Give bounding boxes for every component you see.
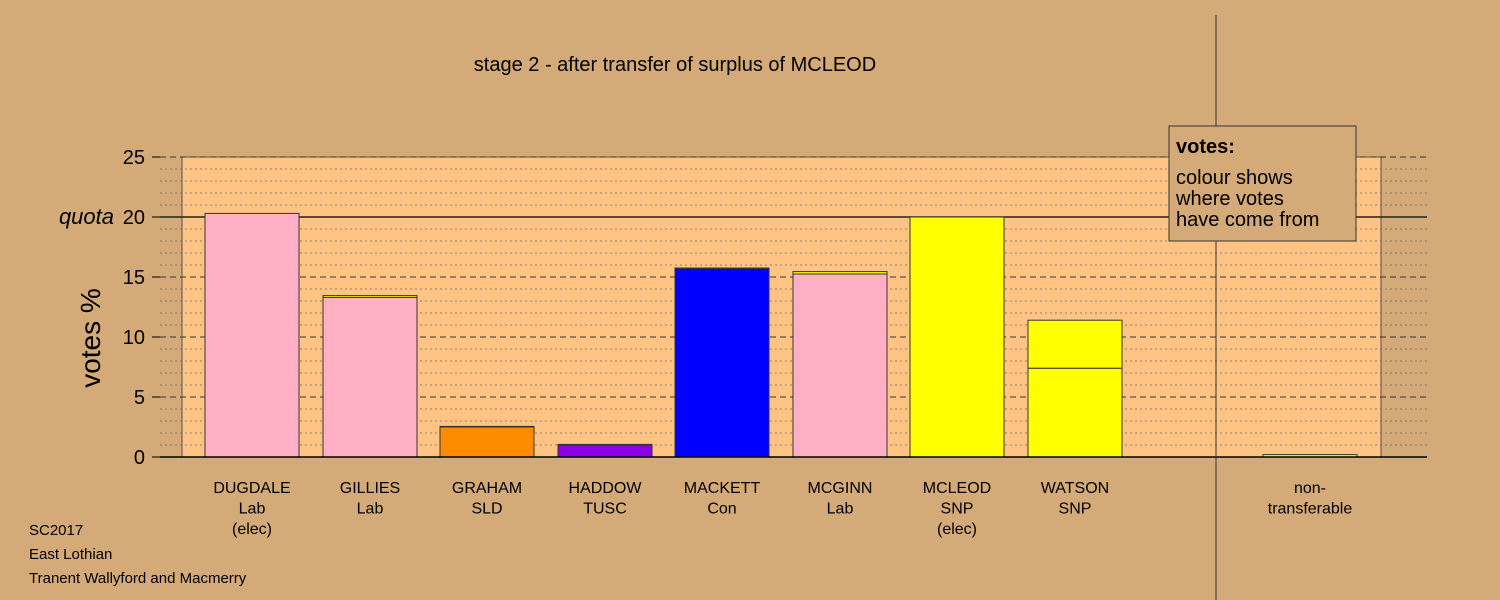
legend-line: have come from <box>1176 209 1319 231</box>
x-tick-label: (elec) <box>937 521 977 538</box>
x-tick-label: GILLIES <box>340 480 400 497</box>
y-tick-label: 0 <box>134 447 145 469</box>
bar-segment <box>674 268 770 458</box>
bar-segment <box>204 212 300 458</box>
y-axis: 0 5 10 15 20 25 <box>123 147 160 469</box>
legend: votes: colour shows where votes have com… <box>1168 125 1357 242</box>
legend-title: votes: <box>1176 136 1235 158</box>
y-tick-label: 15 <box>123 267 145 289</box>
y-tick-label: 20 <box>123 207 145 229</box>
footer: SC2017 East Lothian Tranent Wallyford an… <box>29 522 247 587</box>
bar-segment <box>792 273 888 458</box>
x-tick-label: non- <box>1294 480 1326 497</box>
legend-line: colour shows <box>1176 167 1293 189</box>
bar-segment <box>1027 367 1123 458</box>
bar-segment <box>439 426 535 458</box>
x-tick-label: DUGDALE <box>213 480 290 497</box>
bar-segment <box>674 267 770 270</box>
legend-line: where votes <box>1175 188 1284 210</box>
bar-segment <box>557 443 653 446</box>
x-tick-label: Lab <box>827 501 854 518</box>
y-tick-label: 5 <box>134 387 145 409</box>
bar-segment <box>909 216 1005 458</box>
x-axis-labels: DUGDALE Lab (elec) GILLIES Lab GRAHAM SLD HADDO… <box>213 480 1352 538</box>
footer-council: East Lothian <box>29 546 112 563</box>
quota-label: quota <box>59 204 114 229</box>
x-tick-label: GRAHAM <box>452 480 522 497</box>
y-tick-label: 10 <box>123 327 145 349</box>
x-tick-label: SLD <box>471 501 502 518</box>
x-tick-label: transferable <box>1268 501 1353 518</box>
bar-segment <box>792 271 888 275</box>
x-tick-label: (elec) <box>232 521 272 538</box>
bar-segment <box>322 296 418 458</box>
footer-ward: Tranent Wallyford and Macmerry <box>29 570 247 587</box>
x-tick-label: Lab <box>239 501 266 518</box>
x-tick-label: SNP <box>941 501 974 518</box>
x-tick-label: Con <box>707 501 736 518</box>
x-tick-label: WATSON <box>1041 480 1109 497</box>
bar-segment <box>557 444 653 458</box>
bar-segment <box>439 425 535 428</box>
x-tick-label: MCGINN <box>808 480 873 497</box>
legend-box <box>1168 125 1357 242</box>
bars <box>160 212 1427 458</box>
footer-election: SC2017 <box>29 522 83 539</box>
chart-title: stage 2 - after transfer of surplus of M… <box>474 54 876 76</box>
x-tick-label: Lab <box>357 501 384 518</box>
y-tick-label: 25 <box>123 147 145 169</box>
bar-segment <box>322 295 418 298</box>
x-tick-label: TUSC <box>583 501 627 518</box>
x-tick-label: MCLEOD <box>923 480 991 497</box>
x-tick-label: SNP <box>1059 501 1092 518</box>
x-tick-label: HADDOW <box>569 480 643 497</box>
x-tick-label: MACKETT <box>684 480 761 497</box>
y-axis-label: votes % <box>75 288 106 388</box>
bar-segment <box>1027 319 1123 369</box>
